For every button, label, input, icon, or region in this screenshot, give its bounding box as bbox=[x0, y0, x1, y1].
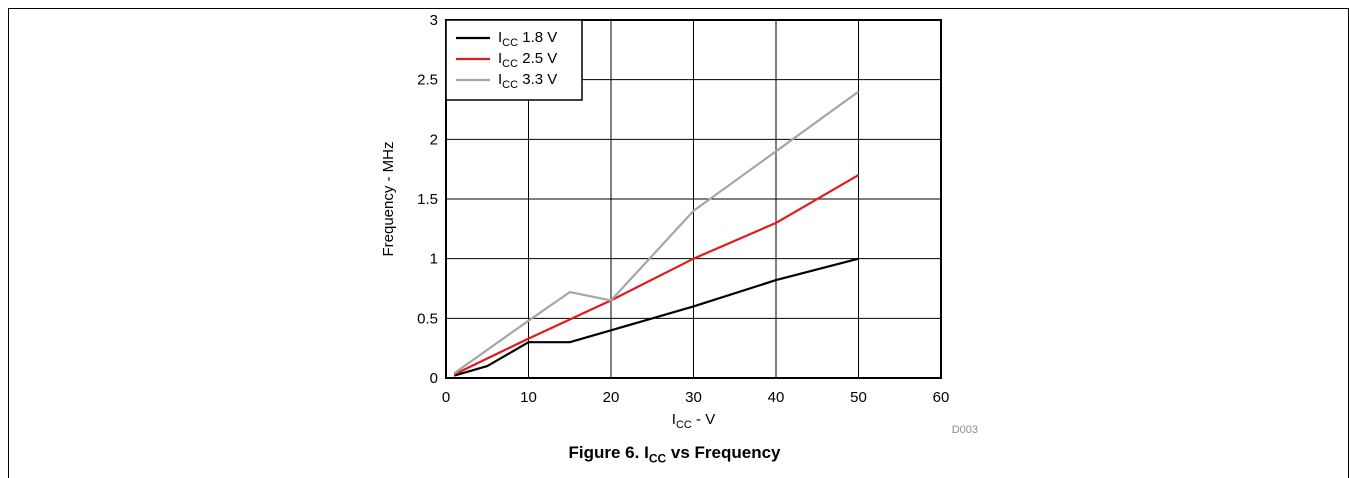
x-axis-label-sub: CC bbox=[676, 419, 692, 431]
y-axis-label: Frequency - MHz bbox=[380, 141, 397, 256]
x-tick-label: 0 bbox=[442, 389, 450, 406]
legend-label-main: I bbox=[498, 50, 502, 67]
caption-prefix: Figure 6. I bbox=[568, 443, 649, 462]
figure-code-label: D003 bbox=[952, 424, 978, 436]
legend-label-rest: 3.3 V bbox=[518, 71, 557, 88]
y-tick-label: 1 bbox=[430, 251, 438, 268]
y-tick-label: 0 bbox=[430, 370, 438, 387]
legend-label: ICC 2.5 V bbox=[498, 50, 557, 70]
legend-label-main: I bbox=[498, 71, 502, 88]
y-tick-label: 3 bbox=[430, 12, 438, 29]
legend-label-rest: 1.8 V bbox=[518, 29, 557, 46]
x-tick-label: 30 bbox=[685, 389, 702, 406]
y-tick-label: 0.5 bbox=[417, 310, 438, 327]
frame-left-border bbox=[8, 8, 9, 478]
series-line-3 bbox=[453, 90, 860, 375]
legend-box bbox=[445, 19, 583, 101]
y-tick-label: 1.5 bbox=[417, 191, 438, 208]
series-line-2 bbox=[453, 174, 860, 376]
y-tick-label: 2.5 bbox=[417, 72, 438, 89]
legend-label: ICC 3.3 V bbox=[498, 71, 557, 91]
x-axis-label-rest: - V bbox=[692, 411, 715, 428]
legend-label-sub: CC bbox=[502, 37, 518, 49]
caption-suffix: vs Frequency bbox=[666, 443, 781, 462]
x-tick-label: 40 bbox=[768, 389, 785, 406]
x-tick-label: 20 bbox=[603, 389, 620, 406]
legend-label-rest: 2.5 V bbox=[518, 50, 557, 67]
x-tick-label: 10 bbox=[520, 389, 537, 406]
x-tick-label: 50 bbox=[850, 389, 867, 406]
x-tick-label: 60 bbox=[933, 389, 950, 406]
figure-caption: Figure 6. ICC vs Frequency bbox=[0, 443, 1349, 465]
legend-label-main: I bbox=[498, 29, 502, 46]
legend-label-sub: CC bbox=[502, 79, 518, 91]
caption-subscript: CC bbox=[648, 451, 667, 466]
y-tick-label: 2 bbox=[430, 131, 438, 148]
plot-border bbox=[445, 19, 942, 379]
x-axis-label: ICC - V bbox=[672, 411, 715, 431]
legend-label: ICC 1.8 V bbox=[498, 29, 557, 49]
frame-top-border bbox=[8, 8, 1349, 9]
series-line-1 bbox=[453, 257, 859, 377]
x-axis-label-main: I bbox=[672, 411, 676, 428]
legend-label-sub: CC bbox=[502, 58, 518, 70]
